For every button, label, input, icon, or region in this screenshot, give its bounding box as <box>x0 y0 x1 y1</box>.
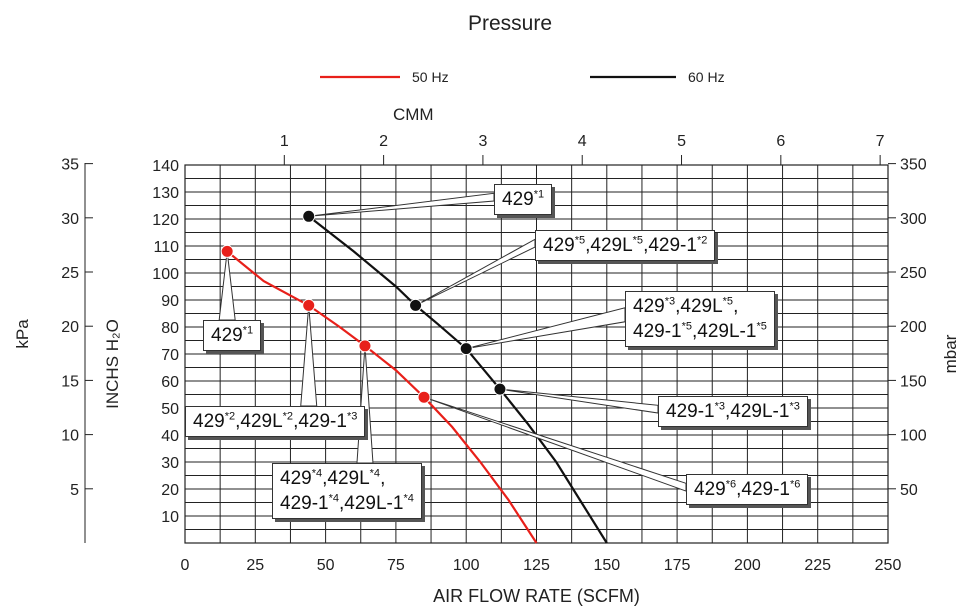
y-tick-label: 60 <box>161 374 179 391</box>
x-tick-label: 50 <box>317 557 335 574</box>
y-tick-label: 90 <box>161 293 179 310</box>
y-tick-label: 70 <box>161 347 179 364</box>
mbar-tick-label: 200 <box>900 319 927 336</box>
y-tick-label: 10 <box>161 509 179 526</box>
x-tick-label: 125 <box>523 557 550 574</box>
x-tick-label: 225 <box>804 557 831 574</box>
x-tick-label: 200 <box>734 557 761 574</box>
kpa-tick-label: 30 <box>61 211 79 228</box>
y-tick-label: 110 <box>153 239 179 256</box>
mbar-tick-label: 50 <box>900 482 918 499</box>
mbar-tick-label: 250 <box>900 265 927 282</box>
mbar-tick-label: 150 <box>900 373 927 390</box>
callout-text: 429*1 <box>502 188 545 210</box>
callout-text: 429-1*3,429L-1*3 <box>666 400 800 422</box>
y-tick-label: 100 <box>152 266 179 283</box>
cmm-tick-label: 3 <box>478 133 487 150</box>
callout-leader <box>300 305 318 407</box>
cmm-tick-label: 5 <box>677 133 686 150</box>
cmm-tick-label: 1 <box>280 133 289 150</box>
callout-leader <box>356 345 374 464</box>
cmm-axis-label: CMM <box>393 105 434 124</box>
x-tick-label: 150 <box>593 557 620 574</box>
callout-text: 429*4,429L*4, <box>280 467 386 489</box>
y-axis-label: INCHS H₂O <box>103 319 122 409</box>
kpa-tick-label: 20 <box>61 319 79 336</box>
x-tick-label: 25 <box>246 557 264 574</box>
data-point-marker <box>358 339 372 353</box>
kpa-tick-label: 10 <box>61 428 79 445</box>
callout-text: 429*6,429-1*6 <box>694 478 801 500</box>
model-callout: 429*1 <box>203 320 262 351</box>
kpa-tick-label: 25 <box>61 265 79 282</box>
model-callout: 429*6,429-1*6 <box>686 474 809 505</box>
kpa-tick-label: 35 <box>61 157 79 174</box>
x-tick-label: 100 <box>453 557 480 574</box>
model-callout: 429*3,429L*5, 429-1*5,429L-1*5 <box>625 291 775 347</box>
callout-text: 429*2,429L*2,429-1*3 <box>193 410 358 432</box>
model-callout: 429*2,429L*2,429-1*3 <box>185 406 366 437</box>
model-callout: 429*5,429L*5,429-1*2 <box>535 230 716 261</box>
data-point-marker <box>459 342 473 356</box>
y-tick-label: 20 <box>161 482 179 499</box>
callout-text: 429*5,429L*5,429-1*2 <box>543 234 708 256</box>
x-tick-label: 75 <box>387 557 405 574</box>
y-tick-label: 120 <box>152 212 179 229</box>
cmm-tick-label: 4 <box>578 133 587 150</box>
data-point-marker <box>493 382 507 396</box>
x-axis-label: AIR FLOW RATE (SCFM) <box>433 586 640 606</box>
cmm-tick-label: 6 <box>776 133 785 150</box>
y-tick-label: 140 <box>152 158 179 175</box>
legend-label: 50 Hz <box>412 69 449 85</box>
data-point-marker <box>302 209 316 223</box>
callout-leader <box>218 251 236 321</box>
y-tick-label: 80 <box>161 320 179 337</box>
y-tick-label: 50 <box>161 401 179 418</box>
callout-leader <box>415 238 536 306</box>
legend-label: 60 Hz <box>688 69 725 85</box>
mbar-tick-label: 100 <box>900 428 927 445</box>
mbar-tick-label: 350 <box>900 157 927 174</box>
mbar-tick-label: 300 <box>900 211 927 228</box>
y-tick-label: 40 <box>161 428 179 445</box>
kpa-tick-label: 15 <box>61 373 79 390</box>
callout-text: 429*3,429L*5, <box>633 295 739 317</box>
x-tick-label: 175 <box>664 557 691 574</box>
callout-leader <box>499 388 659 414</box>
y-tick-label: 30 <box>161 455 179 472</box>
cmm-tick-label: 2 <box>379 133 388 150</box>
data-point-marker <box>302 298 316 312</box>
data-point-marker <box>409 298 423 312</box>
y-tick-label: 130 <box>152 185 179 202</box>
kpa-axis-label: kPa <box>13 319 32 349</box>
series-line <box>226 250 538 544</box>
model-callout: 429*4,429L*4, 429-1*4,429L-1*4 <box>272 463 422 519</box>
chart-title: Pressure <box>468 12 552 35</box>
x-tick-label: 0 <box>181 557 190 574</box>
callout-text: 429-1*4,429L-1*4 <box>280 492 414 514</box>
data-point-marker <box>220 244 234 258</box>
kpa-tick-label: 5 <box>70 482 79 499</box>
callout-text: 429-1*5,429L-1*5 <box>633 320 767 342</box>
callout-text: 429*1 <box>211 324 254 346</box>
x-tick-label: 250 <box>875 557 902 574</box>
model-callout: 429*1 <box>494 184 553 215</box>
mbar-axis-label: mbar <box>941 334 960 373</box>
data-point-marker <box>417 390 431 404</box>
cmm-tick-label: 7 <box>876 133 885 150</box>
model-callout: 429-1*3,429L-1*3 <box>658 396 808 427</box>
